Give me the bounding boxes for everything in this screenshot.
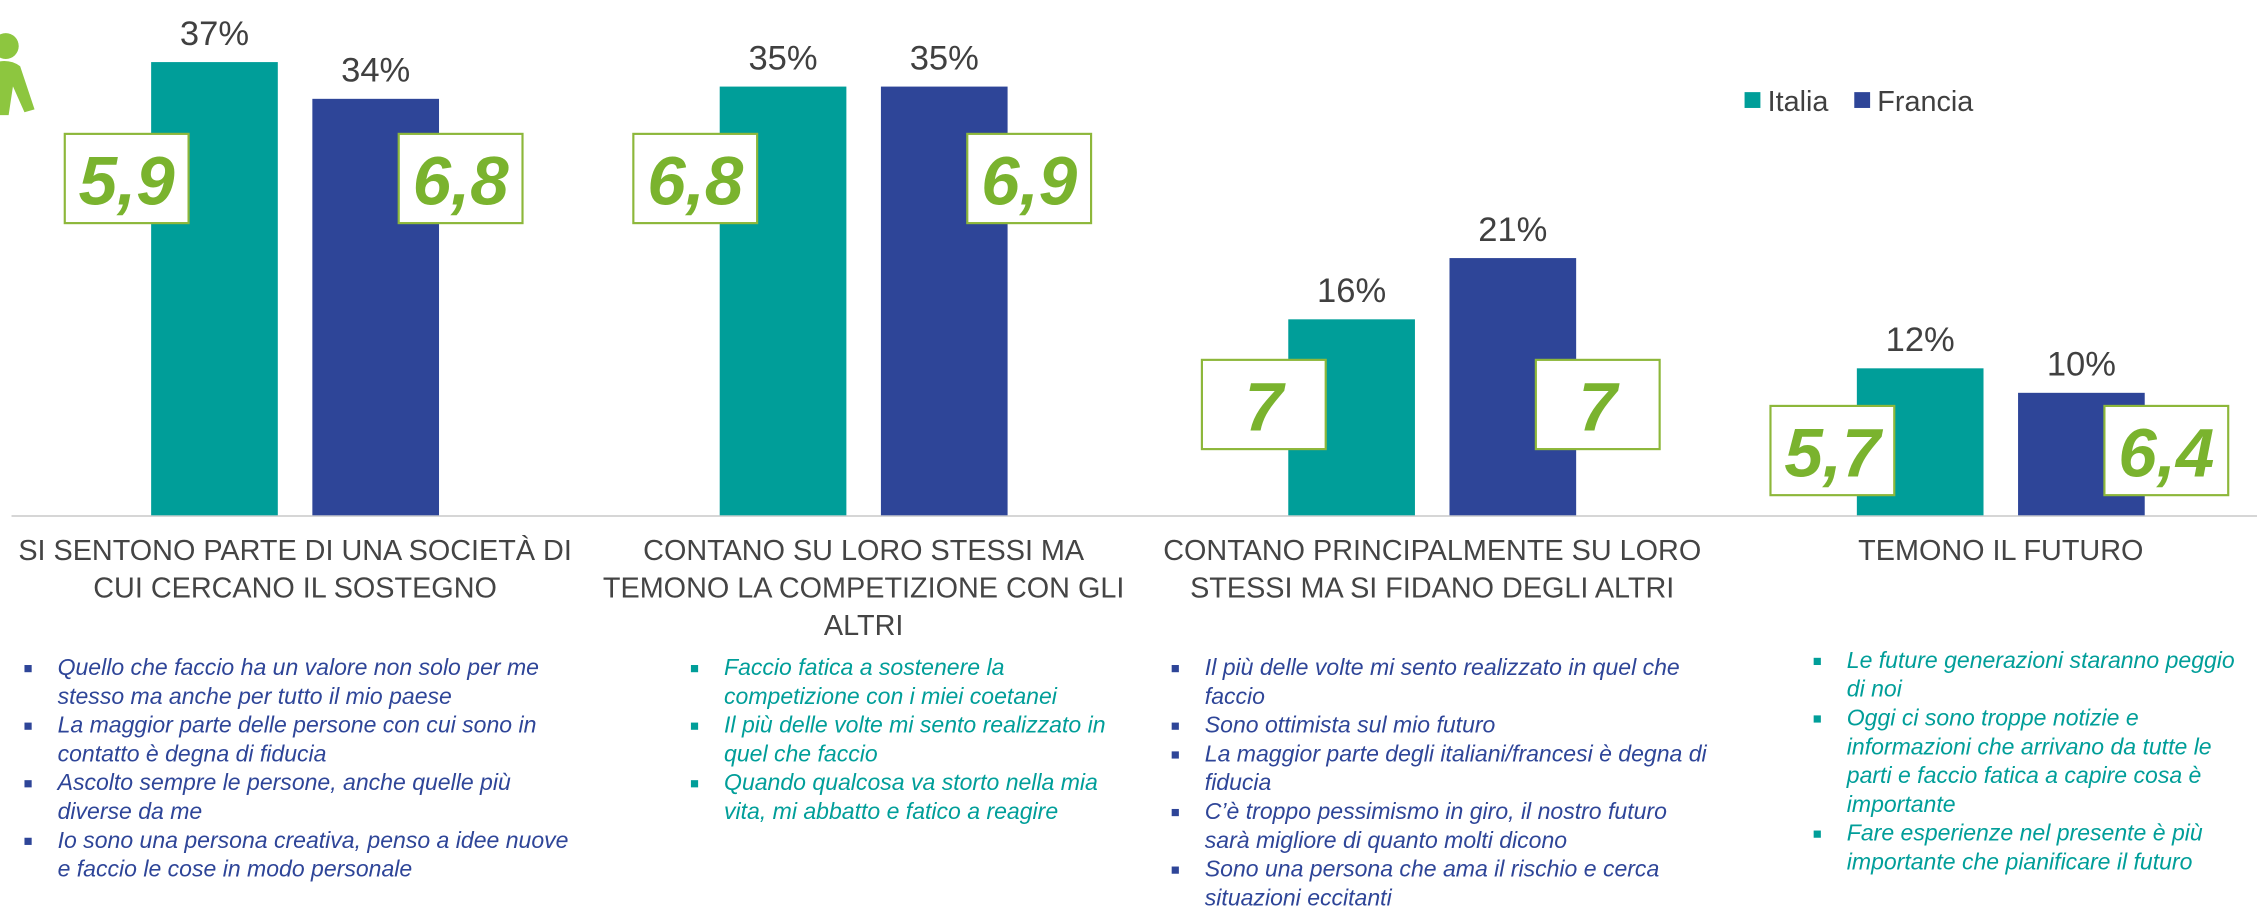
category-box: CONTANO PRINCIPALMENTE SU LORO STESSI MA… (1163, 535, 1702, 605)
score-label: 5,9 (79, 141, 176, 219)
note-item: Sono ottimista sul mio futuro (1169, 713, 1716, 742)
bar (151, 62, 278, 516)
notes-box: Quello che faccio ha un valore non solo … (22, 655, 583, 885)
value-label: 34% (341, 52, 410, 90)
notes-list: Quello che faccio ha un valore non solo … (22, 655, 583, 885)
value-label: 21% (1478, 211, 1547, 249)
category-label: TEMONO IL FUTURO (1858, 535, 2144, 568)
notes-list: Le future generazioni staranno peggio di… (1811, 648, 2243, 878)
notes-box: Le future generazioni staranno peggio di… (1811, 648, 2243, 878)
note-item: Fare esperienze nel presente è più impor… (1811, 820, 2243, 878)
legend-swatch (1854, 92, 1871, 108)
category-box: TEMONO IL FUTURO (1858, 535, 2144, 568)
category-box: CONTANO SU LORO STESSI MA TEMONO LA COMP… (602, 535, 1125, 642)
note-item: C’è troppo pessimismo in giro, il nostro… (1169, 799, 1716, 857)
score-box (966, 132, 1093, 225)
note-item: La maggior parte degli italiani/francesi… (1169, 741, 1716, 799)
score-box (1200, 358, 1327, 451)
note-item: Quando qualcosa va storto nella mia vita… (688, 770, 1120, 828)
score-label: 6,8 (647, 141, 744, 219)
score-label: 5,7 (1784, 413, 1884, 491)
value-label: 35% (748, 39, 817, 77)
score-box (63, 132, 190, 225)
note-item: La maggior parte delle persone con cui s… (22, 713, 583, 771)
category-box: SI SENTONO PARTE DI UNA SOCIETÀ DI CUI C… (18, 535, 572, 605)
person-icon (0, 33, 35, 116)
score-label: 6,8 (413, 141, 510, 219)
score-label: 6,4 (2118, 413, 2214, 491)
score-box (397, 132, 524, 225)
score-box (2103, 404, 2230, 497)
note-item: Il più delle volte mi sento realizzato i… (688, 713, 1120, 771)
value-label: 16% (1317, 272, 1386, 310)
value-label: 10% (2047, 346, 2116, 384)
legend-label: Francia (1877, 86, 1973, 118)
notes-list: Il più delle volte mi sento realizzato i… (1169, 655, 1716, 909)
value-label: 12% (1886, 321, 1955, 359)
score-box (632, 132, 759, 225)
score-label: 6,9 (981, 141, 1078, 219)
notes-list: Faccio fatica a sostenere la competizion… (688, 655, 1120, 828)
legend-label: Italia (1768, 86, 1829, 118)
note-item: Sono una persona che ama il rischio e ce… (1169, 856, 1716, 909)
category-label: SI SENTONO PARTE DI UNA SOCIETÀ DI CUI C… (18, 535, 572, 605)
score-box (1534, 358, 1661, 451)
value-label: 35% (910, 39, 979, 77)
note-item: Oggi ci sono troppe notizie e informazio… (1811, 705, 2243, 820)
notes-box: Il più delle volte mi sento realizzato i… (1169, 655, 1716, 909)
legend-swatch (1744, 92, 1761, 108)
category-label: CONTANO SU LORO STESSI MA TEMONO LA COMP… (602, 535, 1125, 642)
note-item: Ascolto sempre le persone, anche quelle … (22, 770, 583, 828)
value-label: 37% (180, 15, 249, 53)
note-item: Io sono una persona creativa, penso a id… (22, 828, 583, 886)
note-item: Le future generazioni staranno peggio di… (1811, 648, 2243, 706)
note-item: Quello che faccio ha un valore non solo … (22, 655, 583, 713)
category-label: CONTANO PRINCIPALMENTE SU LORO STESSI MA… (1163, 535, 1702, 605)
note-item: Faccio fatica a sostenere la competizion… (688, 655, 1120, 713)
score-box (1769, 404, 1896, 497)
score-label: 7 (1579, 367, 1621, 445)
score-label: 7 (1245, 367, 1287, 445)
note-item: Il più delle volte mi sento realizzato i… (1169, 655, 1716, 713)
notes-box: Faccio fatica a sostenere la competizion… (688, 655, 1120, 828)
